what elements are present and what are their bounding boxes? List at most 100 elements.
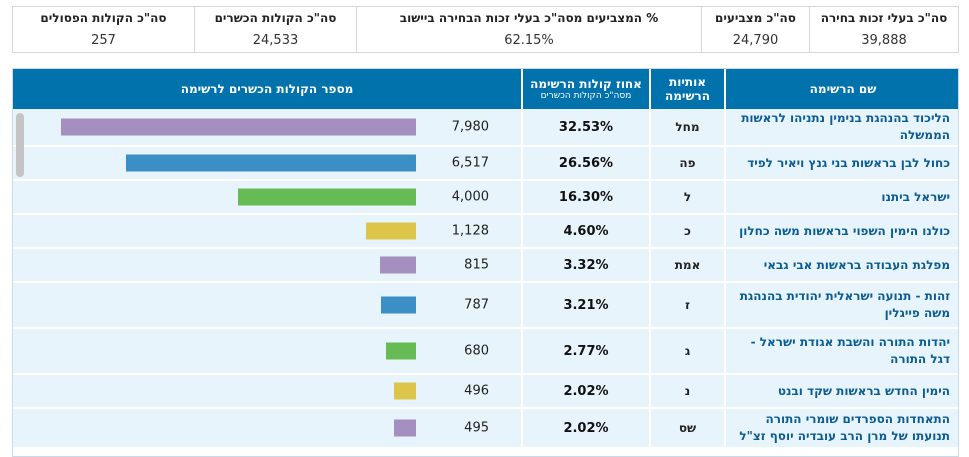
summary-label: סה"כ הקולות הכשרים [214, 11, 337, 25]
table-row[interactable]: התאחדות הספרדים שומרי התורה תנועתו של מר… [13, 409, 958, 449]
summary-value: 24,533 [252, 33, 299, 48]
list-letters-cell: אמת [649, 249, 724, 281]
vote-count: 6,517 [451, 155, 489, 171]
table-row[interactable]: כחול לבן בראשות בני גנץ ויאיר לפיד פה 26.5… [13, 147, 958, 181]
list-name-link[interactable]: ישראל ביתנו [881, 189, 950, 204]
list-name-link[interactable]: כולנו הימין השפוי בראשות משה כחלון [739, 223, 950, 238]
list-letters: ל [683, 190, 692, 204]
vote-count-cell: 815 [13, 249, 521, 281]
vote-bar [394, 419, 416, 437]
vote-percent: 32.53% [558, 119, 614, 135]
table-row[interactable]: יהדות התורה והשבת אגודת ישראל - דגל התור… [13, 329, 958, 375]
vote-count-cell: 6,517 [13, 147, 521, 179]
vote-bar [126, 154, 416, 172]
list-name-cell[interactable]: התאחדות הספרדים שומרי התורה תנועתו של מר… [724, 409, 958, 447]
header-label: שם הרשימה [809, 82, 877, 96]
summary-invalid-votes: סה"כ הקולות הפסולים 257 [13, 7, 194, 52]
list-letters: ג [684, 344, 691, 358]
summary-value: 39,888 [861, 33, 907, 48]
list-name-link[interactable]: יהדות התורה והשבת אגודת ישראל - דגל התור… [750, 335, 950, 366]
header-label: אותיות הרשימה [664, 75, 711, 103]
vote-bar [394, 382, 416, 400]
vote-percent: 4.60% [563, 223, 609, 239]
list-name-link[interactable]: זהות - תנועה ישראלית יהודית בהנהגת משה פ… [739, 289, 950, 320]
table-row[interactable]: הליכוד בהנהגת בנימין נתניהו לראשות הממשל… [13, 109, 958, 147]
header-vote-percent[interactable]: אחוז קולות הרשימה מסה"כ הקולות הכשרים [521, 69, 649, 109]
list-letters: פה [679, 156, 696, 170]
table-row[interactable]: הימין החדש בראשות שקד ובנט נ 2.02% 496 [13, 375, 958, 409]
list-letters-cell: ג [649, 329, 724, 373]
list-letters: אמת [674, 258, 701, 272]
header-label: אחוז קולות הרשימה [530, 76, 642, 91]
vote-bar [366, 222, 416, 240]
results-table: שם הרשימה אותיות הרשימה אחוז קולות הרשימ… [12, 68, 959, 457]
list-name-link[interactable]: כחול לבן בראשות בני גנץ ויאיר לפיד [747, 155, 950, 170]
list-name-link[interactable]: הליכוד בהנהגת בנימין נתניהו לראשות הממשל… [741, 111, 950, 142]
vote-percent-cell: 2.02% [521, 409, 649, 447]
list-letters-cell: מחל [649, 109, 724, 145]
list-name-cell[interactable]: זהות - תנועה ישראלית יהודית בהנהגת משה פ… [724, 283, 958, 327]
summary-value: 257 [91, 33, 116, 48]
table-row[interactable]: מפלגת העבודה בראשות אבי גבאי אמת 3.32% 815 [13, 249, 958, 283]
vote-bar [61, 118, 416, 136]
list-name-cell[interactable]: הליכוד בהנהגת בנימין נתניהו לראשות הממשל… [724, 109, 958, 145]
vote-count: 495 [464, 420, 489, 436]
vote-percent: 3.21% [563, 297, 609, 313]
vote-percent: 2.77% [563, 343, 609, 359]
list-letters: שס [678, 421, 697, 435]
header-label: מספר הקולות הכשרים לרשימה [180, 82, 354, 96]
list-name-cell[interactable]: הימין החדש בראשות שקד ובנט [724, 375, 958, 407]
list-letters: ז [685, 298, 690, 312]
vote-count: 680 [464, 343, 489, 359]
table-row[interactable]: כולנו הימין השפוי בראשות משה כחלון כ 4.60%… [13, 215, 958, 249]
vote-percent-cell: 26.56% [521, 147, 649, 179]
list-name-link[interactable]: הימין החדש בראשות שקד ובנט [777, 383, 950, 398]
list-letters-cell: שס [649, 409, 724, 447]
vote-percent-cell: 2.02% [521, 375, 649, 407]
vote-percent: 3.32% [563, 257, 609, 273]
vote-count: 1,128 [451, 223, 489, 239]
table-header: שם הרשימה אותיות הרשימה אחוז קולות הרשימ… [13, 69, 958, 109]
list-name-link[interactable]: מפלגת העבודה בראשות אבי גבאי [763, 257, 950, 272]
vote-percent: 2.02% [563, 420, 609, 436]
vote-count-cell: 495 [13, 409, 521, 447]
list-name-cell[interactable]: יהדות התורה והשבת אגודת ישראל - דגל התור… [724, 329, 958, 373]
vote-count: 4,000 [451, 189, 489, 205]
summary-label: סה"כ הקולות הפסולים [40, 11, 167, 25]
vote-percent-cell: 32.53% [521, 109, 649, 145]
vote-count: 496 [464, 383, 489, 399]
summary-turnout-percent: % המצביעים מסה"כ בעלי זכות הבחירה ביישוב… [356, 7, 701, 52]
vote-count-cell: 4,000 [13, 181, 521, 213]
table-row[interactable]: ישראל ביתנו ל 16.30% 4,000 [13, 181, 958, 215]
vote-percent-cell: 3.21% [521, 283, 649, 327]
list-name-cell[interactable]: ישראל ביתנו [724, 181, 958, 213]
vote-percent: 2.02% [563, 383, 609, 399]
list-letters-cell: ז [649, 283, 724, 327]
vote-count-cell: 787 [13, 283, 521, 327]
vote-percent-cell: 2.77% [521, 329, 649, 373]
list-name-cell[interactable]: מפלגת העבודה בראשות אבי גבאי [724, 249, 958, 281]
scrollbar-thumb[interactable] [16, 113, 24, 177]
header-list-name[interactable]: שם הרשימה [724, 69, 958, 109]
list-name-link[interactable]: התאחדות הספרדים שומרי התורה תנועתו של מר… [739, 412, 950, 443]
vote-count-cell: 1,128 [13, 215, 521, 247]
vote-count-cell: 496 [13, 375, 521, 407]
table-row[interactable]: זהות - תנועה ישראלית יהודית בהנהגת משה פ… [13, 283, 958, 329]
list-letters-cell: נ [649, 375, 724, 407]
vote-count-cell: 680 [13, 329, 521, 373]
list-letters-cell: פה [649, 147, 724, 179]
list-name-cell[interactable]: כולנו הימין השפוי בראשות משה כחלון [724, 215, 958, 247]
header-vote-count[interactable]: מספר הקולות הכשרים לרשימה [13, 69, 521, 109]
summary-label: % המצביעים מסה"כ בעלי זכות הבחירה ביישוב [399, 11, 659, 25]
vote-count: 7,980 [451, 119, 489, 135]
summary-value: 24,790 [732, 33, 779, 48]
vote-percent: 16.30% [558, 189, 614, 205]
list-name-cell[interactable]: כחול לבן בראשות בני גנץ ויאיר לפיד [724, 147, 958, 179]
header-list-letters[interactable]: אותיות הרשימה [649, 69, 724, 109]
table-body: הליכוד בהנהגת בנימין נתניהו לראשות הממשל… [13, 109, 958, 449]
header-sublabel: מסה"כ הקולות הכשרים [540, 90, 632, 101]
vote-percent-cell: 16.30% [521, 181, 649, 213]
vote-bar [381, 296, 416, 314]
summary-label: סה"כ מצביעים [715, 11, 796, 25]
list-letters: כ [684, 224, 691, 238]
